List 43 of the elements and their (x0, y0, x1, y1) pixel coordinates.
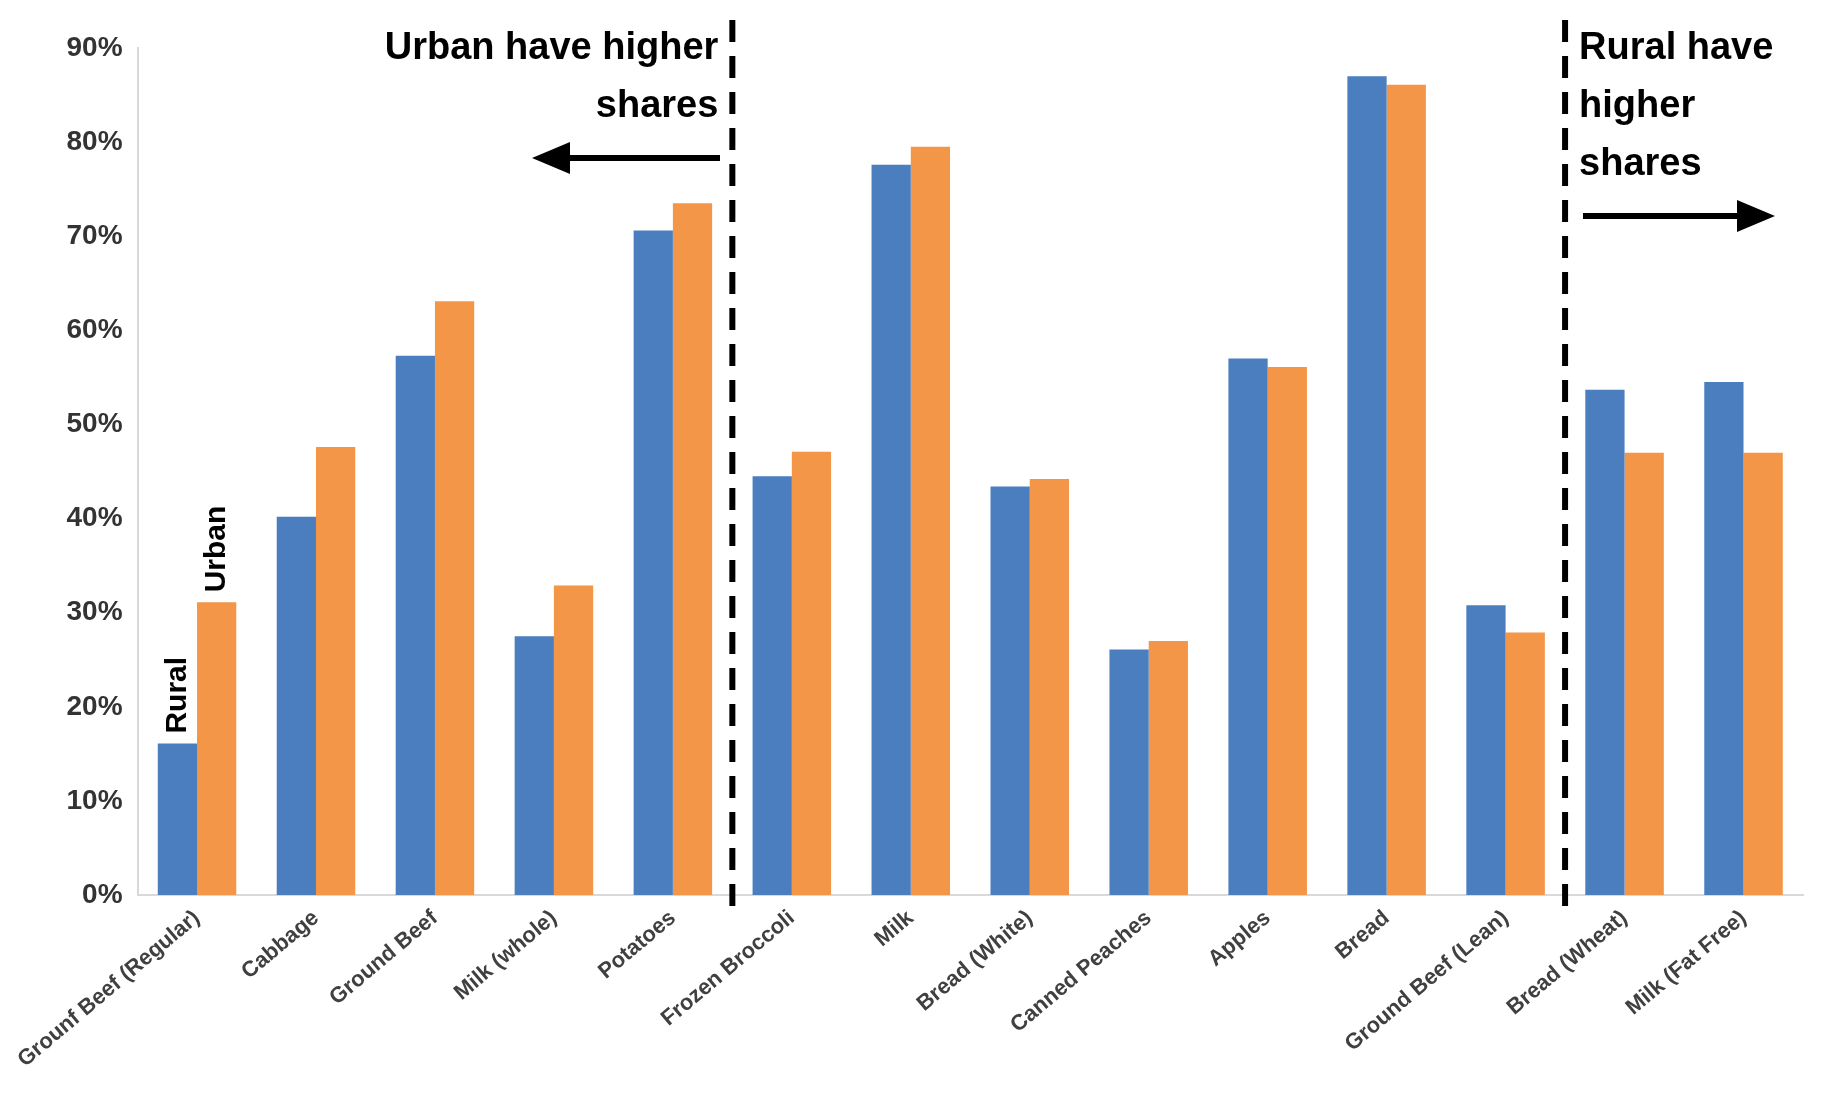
annotation: Rural have higher shares (1579, 25, 1774, 184)
bar (1585, 389, 1625, 896)
y-tick-label: 20% (66, 689, 123, 721)
x-tick-label: Milk (869, 904, 919, 952)
bar (672, 203, 713, 896)
bar (1743, 452, 1783, 896)
bar (514, 636, 554, 896)
bar (1505, 632, 1545, 896)
bar (1347, 76, 1387, 896)
y-tick-label: 80% (66, 124, 123, 156)
bar (315, 447, 356, 896)
y-tick-label: 10% (66, 783, 123, 815)
bar (1228, 358, 1268, 896)
bar (633, 230, 673, 896)
bar (1386, 84, 1426, 896)
bar (1624, 452, 1664, 896)
y-tick-label: 30% (66, 595, 123, 627)
bar (1466, 605, 1506, 896)
bar (1704, 382, 1744, 896)
bar (871, 164, 911, 896)
text: Rural (158, 656, 192, 734)
bar (910, 146, 951, 896)
bar (1148, 640, 1188, 896)
y-tick-label: 50% (66, 407, 123, 439)
bar (990, 486, 1030, 896)
bar (752, 476, 792, 896)
annotation: Urban have higher shares (384, 25, 719, 126)
y-tick-label: 40% (66, 501, 123, 533)
bar (157, 743, 198, 896)
y-tick-label: 60% (66, 313, 123, 345)
bar (553, 585, 594, 896)
bar (197, 602, 237, 896)
text: Urban (197, 505, 231, 593)
y-tick-label: 70% (66, 218, 123, 250)
bar (1109, 649, 1149, 896)
bar (276, 516, 316, 896)
y-tick-label: 0% (82, 877, 123, 909)
bar (791, 451, 832, 896)
bar (1267, 367, 1307, 896)
bar (1029, 479, 1070, 896)
bar (434, 301, 475, 896)
bar (395, 355, 435, 896)
y-tick-label: 90% (66, 30, 123, 62)
